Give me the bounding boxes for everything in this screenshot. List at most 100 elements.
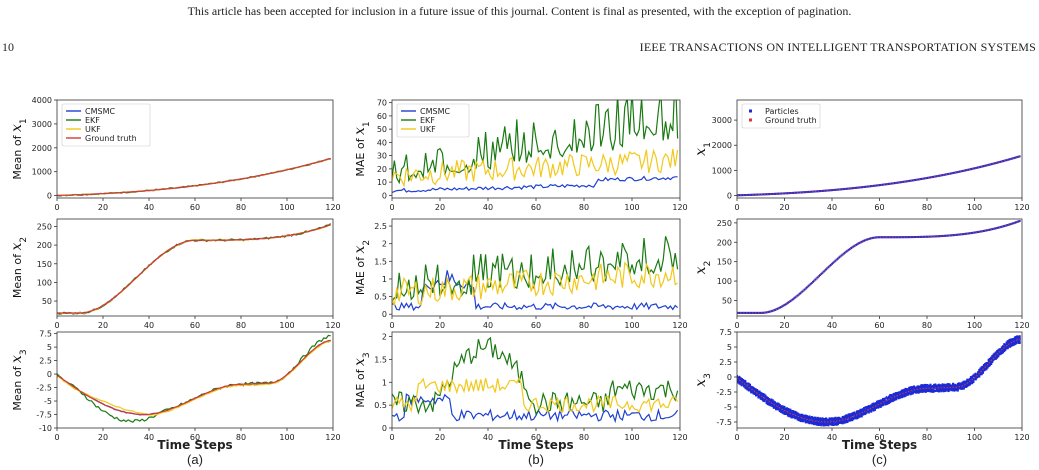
particle-point <box>825 189 828 192</box>
particle-point <box>796 412 799 415</box>
particle-point <box>825 418 828 421</box>
particle-point <box>753 311 756 314</box>
particle-point <box>743 380 746 383</box>
y-tick-label: -10 <box>39 424 52 433</box>
particle-point <box>816 423 819 426</box>
particle-point <box>947 390 950 393</box>
x-tick-label: 100 <box>967 433 982 442</box>
particles-cloud <box>737 335 1021 427</box>
particle-point <box>1011 344 1014 347</box>
particle-point <box>751 391 754 394</box>
y-tick-label: 0.5 <box>374 293 387 302</box>
particle-point <box>832 417 835 420</box>
legend-box <box>741 103 821 129</box>
particle-point <box>1010 157 1013 160</box>
y-tick-label: 1 <box>382 275 387 284</box>
particle-point <box>794 415 797 418</box>
particle-point <box>920 385 923 388</box>
particle-point <box>931 389 934 392</box>
particle-point <box>825 421 828 424</box>
particle-point <box>739 377 742 380</box>
ground-truth-line <box>737 155 1020 196</box>
particle-point <box>931 175 934 178</box>
particle-point <box>898 393 901 396</box>
particle-point <box>901 393 904 396</box>
particle-point <box>810 190 813 193</box>
particle-point <box>889 401 892 404</box>
particle-point <box>921 386 924 389</box>
particle-point <box>762 193 765 196</box>
particle-point <box>760 397 763 400</box>
particle-point <box>910 386 913 389</box>
particle-point <box>797 414 800 417</box>
particle-point <box>902 395 905 398</box>
particle-point <box>980 372 983 375</box>
particle-point <box>839 420 842 423</box>
particle-point <box>918 385 921 388</box>
particle-point <box>941 174 944 177</box>
particle-point <box>828 419 831 422</box>
axes-frame <box>736 218 1023 317</box>
particle-point <box>808 415 811 418</box>
particle-point <box>795 413 798 416</box>
particle-point <box>993 227 996 230</box>
particle-point <box>926 176 928 179</box>
y-tick-label: 1000 <box>712 166 732 175</box>
particle-point <box>1002 348 1004 351</box>
particle-point <box>813 420 816 423</box>
particle-point <box>803 191 806 194</box>
particle-point <box>934 383 937 386</box>
particle-point <box>895 396 898 399</box>
particle-point <box>823 424 826 427</box>
particle-point <box>935 384 938 387</box>
particle-point <box>785 412 788 415</box>
particle-point <box>778 306 781 309</box>
particle-point <box>904 236 907 239</box>
particle-point <box>760 394 763 397</box>
particle-point <box>794 410 797 413</box>
particle-point <box>946 173 949 176</box>
particle-point <box>819 274 822 277</box>
particle-point <box>764 311 767 314</box>
particle-point <box>931 390 934 393</box>
particle-point <box>747 193 750 196</box>
particle-point <box>985 164 988 167</box>
particle-point <box>738 378 741 381</box>
particle-point <box>958 384 961 387</box>
particle-point <box>798 292 801 295</box>
particle-point <box>943 389 946 392</box>
particle-point <box>816 190 819 193</box>
x-axis-label: Time Steps <box>498 438 573 452</box>
particle-point <box>864 406 867 409</box>
particle-point <box>1018 335 1021 338</box>
particle-point <box>860 240 863 243</box>
series-line-cmsmc <box>57 339 331 416</box>
y-axis-label-subscript: 3 <box>19 349 29 355</box>
particle-point <box>1017 220 1020 223</box>
series-line-ekf <box>57 334 331 423</box>
series-group <box>392 236 679 312</box>
particle-point <box>763 398 766 401</box>
particle-point <box>1017 155 1020 158</box>
particle-point <box>927 388 930 391</box>
y-tick-label: 0 <box>727 191 732 200</box>
particle-point <box>840 188 843 191</box>
particle-point <box>848 187 851 190</box>
particle-point <box>971 382 974 385</box>
particle-point <box>928 235 931 238</box>
particle-point <box>801 290 804 293</box>
particle-point <box>840 421 843 424</box>
particle-point <box>942 384 945 387</box>
particle-point <box>1013 342 1016 345</box>
particle-point <box>960 382 963 385</box>
particle-point <box>774 402 776 405</box>
particle-point <box>815 190 818 193</box>
particle-point <box>896 181 899 184</box>
particle-point <box>852 416 855 419</box>
particle-point <box>795 416 798 419</box>
particle-point <box>798 416 801 419</box>
y-axis-label-symbol: x <box>9 243 25 251</box>
particle-point <box>979 165 982 168</box>
particle-point <box>956 388 959 391</box>
y-tick-label: 5 <box>727 343 732 352</box>
